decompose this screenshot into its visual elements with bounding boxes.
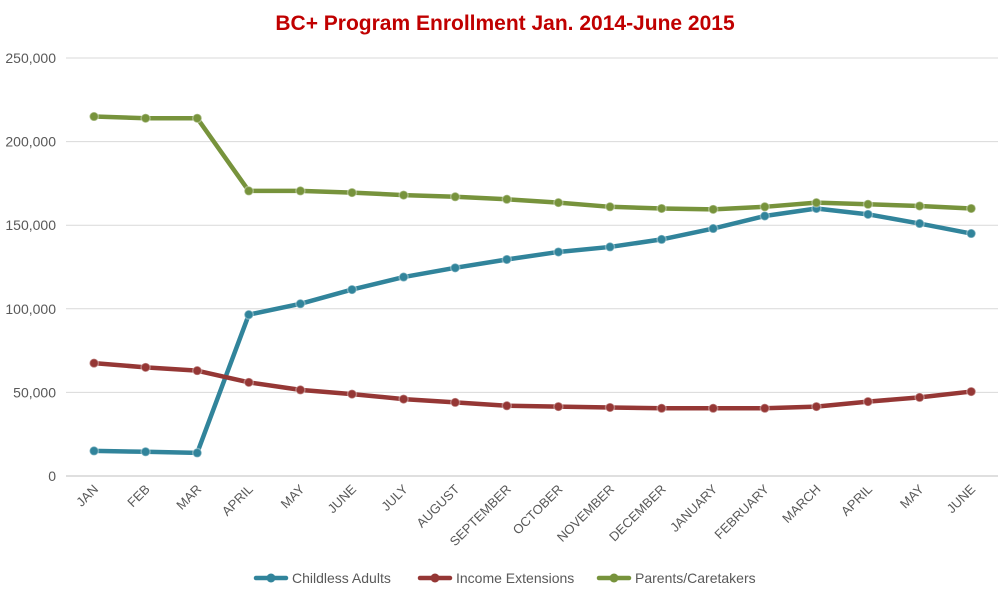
data-point — [346, 284, 358, 295]
legend-item: Childless Adults — [253, 570, 391, 586]
y-tick-label: 200,000 — [5, 134, 56, 150]
data-point — [656, 403, 667, 414]
data-point — [759, 210, 771, 222]
y-tick-label: 250,000 — [5, 50, 56, 66]
data-point — [140, 362, 151, 373]
data-point — [295, 185, 306, 197]
series-income-extensions — [88, 357, 977, 414]
x-tick-label: APRIL — [219, 482, 256, 519]
data-point — [295, 298, 306, 310]
x-tick-label: MARCH — [779, 482, 823, 526]
data-point — [604, 241, 616, 253]
x-tick-label: FEBRUARY — [711, 481, 772, 542]
legend-label: Childless Adults — [292, 570, 391, 586]
data-point — [501, 254, 513, 265]
data-point — [243, 377, 255, 388]
legend-swatch-marker — [266, 573, 276, 583]
data-point — [449, 262, 461, 274]
data-point — [191, 365, 203, 376]
chart-title: BC+ Program Enrollment Jan. 2014-June 20… — [275, 12, 735, 35]
data-point — [449, 397, 461, 408]
data-point — [295, 384, 306, 396]
data-point — [811, 401, 822, 412]
data-point — [501, 194, 513, 205]
data-point — [707, 204, 719, 215]
series-parents-caretakers — [88, 111, 977, 215]
data-point — [398, 271, 409, 283]
x-tick-label: JAN — [73, 482, 101, 510]
data-point — [965, 228, 977, 239]
x-tick-label: MAR — [173, 482, 204, 513]
data-point — [914, 392, 925, 403]
data-point — [604, 201, 616, 213]
data-point — [88, 111, 100, 122]
data-point — [914, 218, 925, 229]
legend: Childless Adults Income Extensions Parents… — [253, 570, 756, 586]
data-point — [88, 357, 100, 369]
legend-label: Income Extensions — [456, 570, 574, 586]
x-tick-label: FEB — [124, 482, 152, 510]
data-point — [811, 197, 822, 208]
y-tick-label: 100,000 — [5, 301, 56, 317]
series-childless-adults — [88, 203, 977, 459]
data-point — [656, 203, 667, 214]
x-tick-label: OCTOBER — [510, 482, 566, 538]
x-tick-label: JANUARY — [667, 481, 721, 535]
data-point — [862, 209, 874, 220]
x-tick-label: AUGUST — [413, 481, 462, 530]
data-point — [140, 112, 151, 124]
data-point — [191, 447, 203, 459]
series-line — [91, 360, 974, 411]
y-axis-tick-labels: 0 50,000 100,000 150,000 200,000 250,000 — [5, 50, 56, 484]
data-point — [759, 201, 771, 213]
data-point — [965, 386, 977, 397]
x-tick-label: MAY — [897, 481, 927, 511]
data-point — [759, 403, 771, 414]
legend-swatch-marker — [430, 573, 440, 583]
data-point — [140, 446, 151, 458]
data-point — [553, 401, 564, 412]
series-layer — [88, 111, 977, 459]
series-line — [91, 114, 974, 212]
data-point — [501, 400, 513, 412]
grid-lines — [66, 57, 998, 477]
data-point — [243, 185, 255, 197]
data-point — [346, 187, 358, 198]
x-axis-tick-labels: JAN FEB MAR APRIL MAY JUNE JULY AUGUSTSEPTEMBER… — [73, 481, 978, 549]
series-line — [91, 206, 974, 456]
data-point — [862, 396, 874, 407]
data-point — [398, 393, 409, 405]
legend-swatch-marker — [609, 573, 619, 583]
data-point — [553, 246, 564, 258]
x-tick-label: JUNE — [944, 481, 979, 516]
x-tick-label: JULY — [378, 481, 411, 514]
x-tick-label: JUNE — [325, 481, 360, 516]
legend-label: Parents/Caretakers — [635, 570, 756, 586]
data-point — [346, 388, 358, 400]
legend-item: Income Extensions — [417, 570, 574, 586]
data-point — [862, 199, 874, 210]
data-point — [656, 234, 667, 245]
y-tick-label: 150,000 — [5, 217, 56, 233]
data-point — [449, 191, 461, 203]
data-point — [553, 197, 564, 208]
x-tick-label: MAY — [278, 481, 308, 511]
data-point — [191, 112, 203, 124]
data-point — [88, 445, 100, 457]
x-tick-label: APRIL — [838, 482, 875, 519]
data-point — [707, 223, 719, 234]
data-point — [398, 189, 409, 201]
data-point — [965, 203, 977, 214]
data-point — [243, 309, 255, 320]
legend-item: Parents/Caretakers — [596, 570, 756, 586]
data-point — [914, 200, 925, 212]
y-tick-label: 0 — [48, 468, 56, 484]
data-point — [707, 403, 719, 414]
y-tick-label: 50,000 — [13, 384, 56, 400]
data-point — [604, 402, 616, 413]
